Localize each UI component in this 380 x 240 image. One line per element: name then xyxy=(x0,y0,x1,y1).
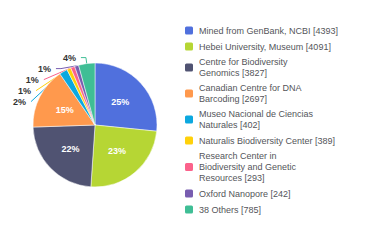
svg-text:15%: 15% xyxy=(56,105,74,115)
svg-text:Biodiversity and Genetic: Biodiversity and Genetic xyxy=(199,162,297,172)
svg-text:Barcoding [2697]: Barcoding [2697] xyxy=(199,94,267,104)
svg-text:22%: 22% xyxy=(62,144,80,154)
svg-text:Research Center in: Research Center in xyxy=(199,151,277,161)
svg-text:Naturalis Biodiversity Center: Naturalis Biodiversity Center [389] xyxy=(199,136,335,146)
svg-text:Centre for Biodiversity: Centre for Biodiversity xyxy=(199,57,288,67)
svg-text:2%: 2% xyxy=(13,97,26,107)
svg-text:1%: 1% xyxy=(18,86,31,96)
svg-text:Genomics [3827]: Genomics [3827] xyxy=(199,68,267,78)
svg-text:1%: 1% xyxy=(38,64,51,74)
svg-text:Canadian Centre for DNA: Canadian Centre for DNA xyxy=(199,83,302,93)
svg-text:Museo Nacional de Ciencias: Museo Nacional de Ciencias xyxy=(199,109,314,119)
svg-text:Hebei University, Museum [4091: Hebei University, Museum [4091] xyxy=(199,42,331,52)
svg-text:1%: 1% xyxy=(26,75,39,85)
svg-text:Mined from GenBank, NCBI [4393: Mined from GenBank, NCBI [4393] xyxy=(199,26,338,36)
svg-text:Resources [293]: Resources [293] xyxy=(199,173,265,183)
svg-text:Oxford Nanopore [242]: Oxford Nanopore [242] xyxy=(199,189,291,199)
svg-text:Naturales [402]: Naturales [402] xyxy=(199,120,260,130)
svg-text:25%: 25% xyxy=(111,97,129,107)
svg-text:38 Others [785]: 38 Others [785] xyxy=(199,205,261,215)
svg-text:23%: 23% xyxy=(108,146,126,156)
svg-text:4%: 4% xyxy=(63,53,76,63)
